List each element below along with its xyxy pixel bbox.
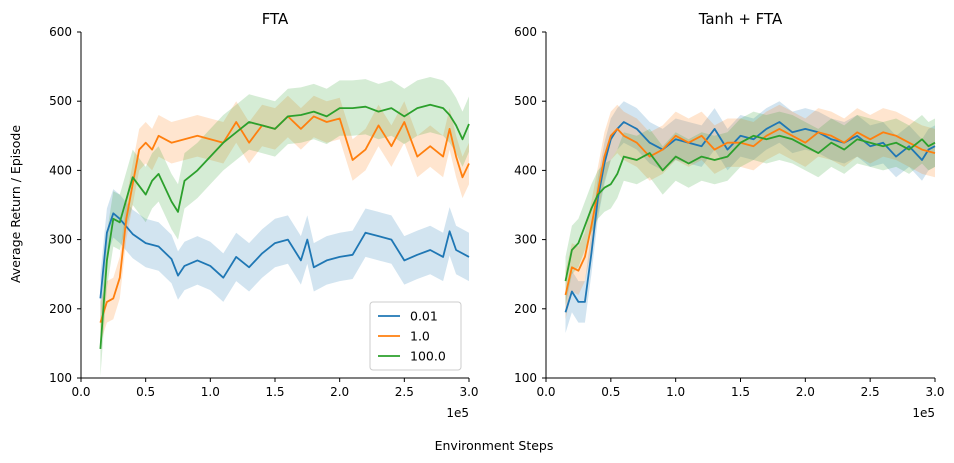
y-tick-label: 600 [49, 25, 72, 39]
series-line-100-0 [99, 103, 470, 349]
x-tick-label: 3.0 [459, 385, 478, 399]
y-tick-label: 400 [514, 163, 537, 177]
chart-title: FTA [262, 10, 289, 28]
y-tick-label: 300 [514, 233, 537, 247]
series-line-0-01 [99, 212, 470, 299]
x-tick-label: 0.5 [136, 385, 155, 399]
chart-title: Tanh + FTA [698, 10, 783, 28]
y-tick-label: 500 [514, 94, 537, 108]
legend-label-0-01: 0.01 [410, 309, 438, 324]
x-tick-label: 0.0 [71, 385, 90, 399]
legend-label-100-0: 100.0 [410, 349, 446, 364]
series-band-100-0 [565, 111, 935, 306]
x-tick-label: 1.5 [731, 385, 750, 399]
series-line-1-0 [564, 127, 936, 296]
x-tick-label: 2.5 [395, 385, 414, 399]
legend-label-1-0: 1.0 [410, 329, 430, 344]
x-offset-label: 1e5 [912, 406, 935, 420]
x-tick-label: 0.5 [601, 385, 620, 399]
y-tick-label: 300 [49, 233, 72, 247]
x-tick-label: 1.5 [265, 385, 284, 399]
x-tick-label: 2.0 [796, 385, 815, 399]
chart-panel-fta: FTA 0.0 0.5 1.0 1.5 2.0 2.5 3.0 1e5 100 200 300 400 5… [49, 10, 478, 420]
series-line-100-0 [564, 134, 936, 282]
x-tick-label: 0.0 [536, 385, 555, 399]
x-tick-label: 2.5 [861, 385, 880, 399]
y-tick-label: 500 [49, 94, 72, 108]
y-tick-label: 100 [514, 371, 537, 385]
figure-x-axis-label: Environment Steps [435, 438, 554, 453]
series-band-0-01 [565, 101, 935, 333]
series-band-1-0 [100, 95, 470, 344]
x-tick-label: 3.0 [925, 385, 944, 399]
x-tick-label: 1.0 [666, 385, 685, 399]
chart-panel-tanh-fta: Tanh + FTA 0.0 0.5 1.0 1.5 2.0 2.5 3.0 1e5 100 200… [514, 10, 944, 420]
series-band-0-01 [100, 189, 470, 323]
y-tick-label: 200 [514, 302, 537, 316]
x-tick-label: 1.0 [201, 385, 220, 399]
legend: 0.01 1.0 100.0 [369, 301, 462, 371]
y-tick-label: 600 [514, 25, 537, 39]
legend-box [369, 301, 462, 371]
y-tick-label: 200 [49, 302, 72, 316]
y-tick-label: 400 [49, 163, 72, 177]
y-tick-label: 100 [49, 371, 72, 385]
x-tick-label: 2.0 [330, 385, 349, 399]
x-offset-label: 1e5 [446, 406, 469, 420]
series-band-100-0 [100, 77, 470, 377]
series-line-0-01 [564, 121, 936, 313]
figure-y-axis-label: Average Return / Episode [8, 125, 23, 283]
series-band-1-0 [565, 104, 935, 320]
